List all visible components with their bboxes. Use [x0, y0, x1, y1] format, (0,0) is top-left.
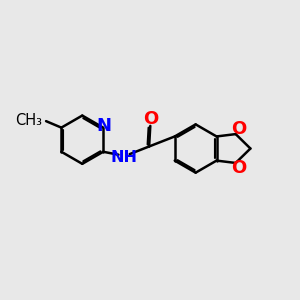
- Text: NH: NH: [110, 150, 137, 165]
- Text: O: O: [231, 159, 246, 177]
- Text: O: O: [143, 110, 158, 128]
- Text: O: O: [231, 120, 246, 138]
- Text: N: N: [97, 117, 112, 135]
- Text: CH₃: CH₃: [15, 113, 42, 128]
